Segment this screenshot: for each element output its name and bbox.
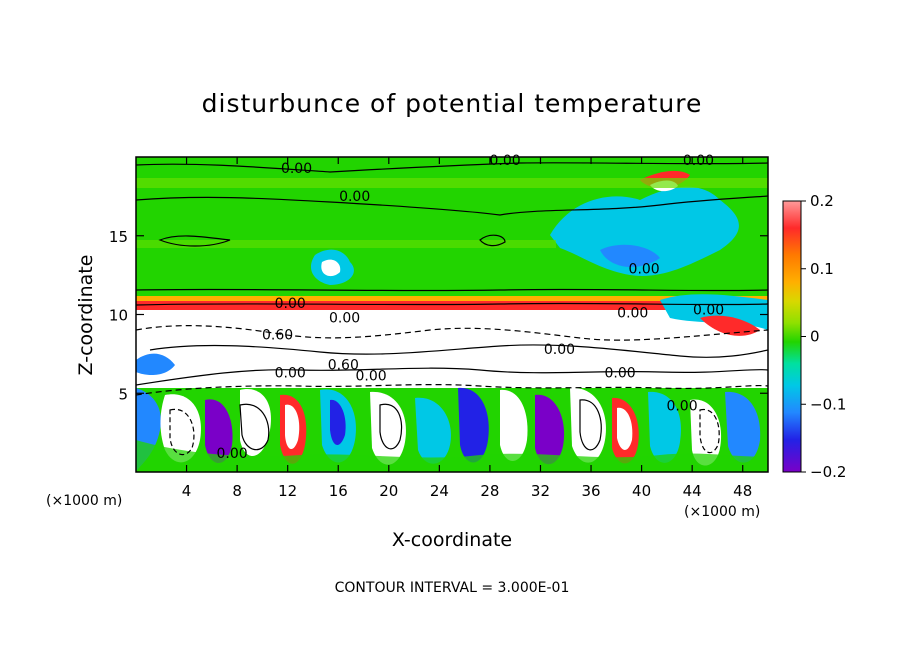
contour-label: 0.00	[356, 369, 387, 385]
x-tick-label: 44	[683, 482, 702, 500]
contour-interval-note: CONTOUR INTERVAL = 3.000E-01	[335, 580, 570, 596]
colorbar-tick-label: 0.2	[810, 192, 834, 210]
x-tick-label: 20	[379, 482, 398, 500]
x-tick-label: 28	[480, 482, 499, 500]
contour-label: 0.00	[329, 310, 360, 326]
x-tick-label: 36	[581, 482, 600, 500]
colorbar-tick-label: −0.2	[810, 463, 846, 481]
y-tick-label: 15	[109, 228, 128, 246]
colorbar-tick-label: −0.1	[810, 395, 846, 413]
x-tick-label: 40	[632, 482, 651, 500]
x-unit-left: (×1000 m)	[46, 493, 122, 509]
x-tick-label: 16	[329, 482, 348, 500]
contour-label: 0.00	[275, 296, 306, 312]
x-tick-label: 12	[278, 482, 297, 500]
contour-label: 0.00	[617, 306, 648, 322]
x-tick-label: 32	[531, 482, 550, 500]
y-tick-label: 10	[109, 307, 128, 325]
contour-label: 0.60	[328, 358, 359, 374]
contour-labels: 0.00 0.00 0.000.000.000.000.000.600.00 0.60…	[216, 153, 724, 462]
plot-field	[136, 157, 768, 472]
contour-label: 0.00	[544, 342, 575, 358]
contour-label: 0.00	[693, 303, 724, 319]
contour-label: 0.00	[490, 153, 521, 169]
contour-label: 0.60	[262, 328, 293, 344]
colorbar-tick-label: 0.1	[810, 260, 834, 278]
contour-lines	[136, 162, 768, 456]
contour-label: 0.00	[683, 153, 714, 169]
x-axis-ticks: 4 8 12 16 20 24 28 32 36 40 44 48	[182, 157, 752, 500]
contour-label: 0.00	[281, 161, 312, 177]
colorbar-ticks: 0.2 0.1 0 −0.1 −0.2	[801, 192, 846, 481]
y-tick-label: 5	[118, 385, 128, 403]
contour-label: 0.00	[339, 189, 370, 205]
contour-label: 0.00	[666, 399, 697, 415]
contour-label: 0.00	[216, 446, 247, 462]
x-unit-right: (×1000 m)	[684, 504, 760, 520]
colorbar-tick-label: 0	[810, 328, 820, 346]
x-tick-label: 4	[182, 482, 192, 500]
contour-label: 0.00	[275, 366, 306, 382]
x-tick-label: 24	[430, 482, 449, 500]
contour-label: 0.00	[629, 262, 660, 278]
x-tick-label: 8	[232, 482, 242, 500]
y-axis-ticks: 5 10 15	[109, 228, 768, 403]
x-axis-label: X-coordinate	[392, 529, 512, 551]
colorbar	[782, 200, 802, 473]
contour-label: 0.00	[605, 366, 636, 382]
y-axis-label: Z-coordinate	[75, 255, 97, 376]
x-tick-label: 48	[733, 482, 752, 500]
chart-title: disturbunce of potential temperature	[202, 89, 703, 118]
